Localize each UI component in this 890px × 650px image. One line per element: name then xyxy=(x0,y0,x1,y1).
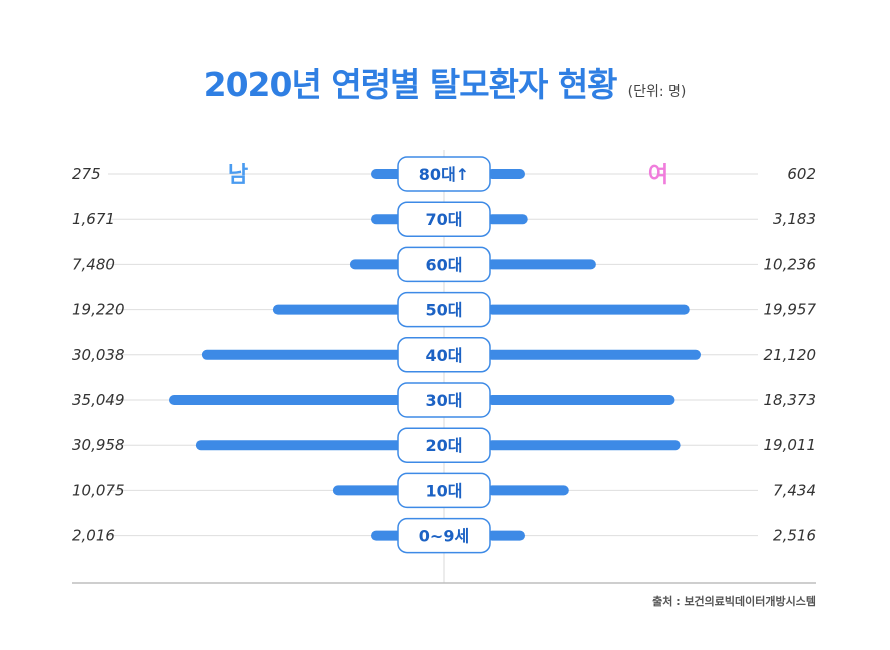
male-value-label: 7,480 xyxy=(72,255,115,273)
source-note: 출처 : 보건의료빅데이터개방시스템 xyxy=(652,595,816,608)
female-value-label: 602 xyxy=(787,165,816,183)
age-label: 50대 xyxy=(426,301,463,320)
age-badge xyxy=(397,472,491,509)
age-label: 60대 xyxy=(426,255,463,274)
female-value-label: 19,957 xyxy=(764,301,817,319)
male-value-label: 275 xyxy=(72,165,101,183)
chart-title: 2020년 연령별 탈모환자 현황 xyxy=(203,65,618,104)
age-badge xyxy=(397,337,491,373)
age-badge xyxy=(397,291,491,328)
male-value-label: 10,075 xyxy=(72,481,125,499)
male-value-label: 35,049 xyxy=(72,391,125,409)
age-badge xyxy=(397,156,491,192)
male-value-label: 1,671 xyxy=(72,210,115,228)
age-badge xyxy=(397,427,491,463)
age-label: 10대 xyxy=(426,481,463,500)
legend-female: 여 xyxy=(648,163,668,188)
age-label: 30대 xyxy=(426,391,463,410)
legend-male: 남 xyxy=(228,163,248,188)
age-badge xyxy=(397,246,491,283)
female-value-label: 7,434 xyxy=(773,481,816,499)
female-value-label: 10,236 xyxy=(764,255,817,273)
age-label: 70대 xyxy=(426,210,463,229)
age-badge xyxy=(397,517,491,554)
male-value-label: 19,220 xyxy=(72,301,125,319)
female-value-label: 2,516 xyxy=(773,527,816,545)
male-value-label: 30,958 xyxy=(72,436,125,454)
title-block: 2020년 연령별 탈모환자 현황 (단위: 명) xyxy=(0,58,890,106)
age-label: 20대 xyxy=(426,436,463,455)
chart-unit: (단위: 명) xyxy=(627,84,687,100)
age-label: 80대↑ xyxy=(419,165,469,184)
female-value-label: 19,011 xyxy=(764,436,817,454)
female-value-label: 3,183 xyxy=(773,210,816,228)
female-value-label: 18,373 xyxy=(764,391,817,409)
female-value-label: 21,120 xyxy=(764,346,817,364)
male-value-label: 2,016 xyxy=(72,527,115,545)
age-label: 0~9세 xyxy=(419,527,469,546)
age-badge xyxy=(397,201,491,237)
male-value-label: 30,038 xyxy=(72,346,125,364)
age-badge xyxy=(397,382,491,418)
age-label: 40대 xyxy=(426,346,463,365)
